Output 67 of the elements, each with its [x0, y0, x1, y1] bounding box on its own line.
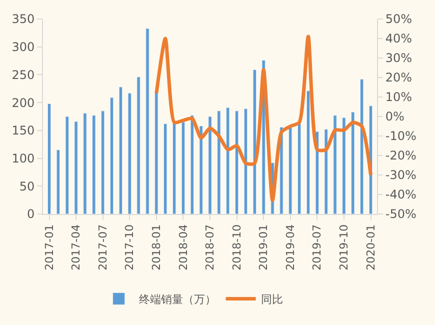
bar: [297, 122, 302, 214]
x-tick-label: 2019-07: [310, 224, 324, 270]
y2-tick-label: -10%: [385, 129, 416, 144]
bar: [226, 107, 230, 214]
bar: [288, 126, 292, 214]
bar: [351, 112, 355, 214]
y2-tick-label: -30%: [385, 168, 416, 182]
legend-label: 同比: [260, 292, 283, 306]
bar: [65, 116, 69, 214]
bar: [244, 108, 248, 214]
x-tick-label: 2019-04: [284, 224, 297, 270]
bar: [199, 126, 203, 214]
y-tick-label: 300: [12, 40, 35, 54]
x-tick-label: 2019-10: [338, 224, 351, 270]
bar: [360, 78, 364, 214]
y-tick-label: 350: [12, 12, 35, 26]
bar: [172, 122, 176, 214]
bar: [164, 123, 168, 214]
y2-tick-label: -50%: [385, 207, 416, 222]
bar: [74, 121, 78, 214]
x-tick-label: 2018-01: [150, 224, 163, 270]
bar: [217, 110, 221, 214]
y-tick-label: 0: [26, 207, 35, 222]
x-tick-label: 2020-01: [364, 224, 378, 270]
x-tick-label: 2018-07: [204, 224, 217, 270]
bar: [136, 76, 140, 214]
y2-tick-label: -20%: [385, 148, 416, 163]
bar: [47, 103, 52, 214]
y2-tick-label: 40%: [385, 32, 412, 46]
line-series: [154, 34, 372, 202]
bar: [208, 116, 212, 214]
bar: [83, 112, 87, 214]
bar: [324, 129, 328, 214]
x-tick-label: 2017-04: [70, 224, 83, 270]
y-tick-label: 100: [12, 151, 35, 166]
bar: [181, 122, 186, 214]
bar: [342, 117, 346, 214]
bar: [92, 115, 96, 214]
bar: [118, 86, 123, 214]
bar: [56, 150, 60, 214]
bar: [110, 97, 114, 214]
bar: [190, 115, 194, 214]
x-tick-label: 2018-04: [176, 224, 190, 270]
x-tick-label: 2017-10: [123, 224, 136, 270]
y2-tick-label: 20%: [385, 70, 412, 85]
x-tick-label: 2018-10: [230, 224, 244, 270]
bar: [234, 110, 239, 214]
legend-label: 终端销量（万）: [138, 292, 216, 306]
y2-tick-label: -40%: [385, 188, 416, 202]
y-tick-label: 250: [12, 68, 35, 82]
x-tick-label: 2019-01: [257, 224, 270, 270]
bar: [252, 69, 256, 214]
y2-tick-label: 10%: [385, 90, 412, 104]
bar: [154, 92, 158, 214]
bar: [333, 115, 337, 214]
x-tick-label: 2017-01: [42, 224, 56, 270]
y-tick-label: 50: [19, 179, 35, 194]
y2-tick-label: 0%: [385, 110, 404, 124]
y-tick-label: 150: [12, 124, 35, 138]
y2-tick-label: 30%: [385, 51, 412, 66]
bar: [146, 28, 150, 214]
x-tick-label: 2017-07: [96, 224, 110, 270]
bar: [128, 92, 132, 214]
bar: [101, 110, 105, 214]
y-tick-label: 200: [12, 96, 35, 110]
y2-tick-label: 50%: [385, 12, 412, 26]
bar: [306, 90, 310, 214]
